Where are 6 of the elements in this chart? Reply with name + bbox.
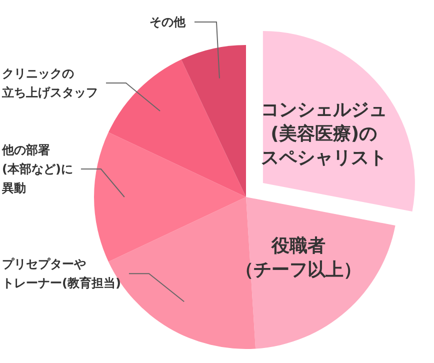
slice-label: クリニックの立ち上げスタッフ <box>1 66 98 100</box>
slice-label: コンシェルジュ(美容医療)のスペシャリスト <box>260 100 387 169</box>
slice-label: その他 <box>149 15 186 29</box>
slice-label: プリセプターやトレーナー(教育担当) <box>2 257 121 290</box>
slice-label: 役職者（チーフ以上） <box>235 235 362 280</box>
slice-label: 他の部署(本部など)に異動 <box>1 143 73 195</box>
